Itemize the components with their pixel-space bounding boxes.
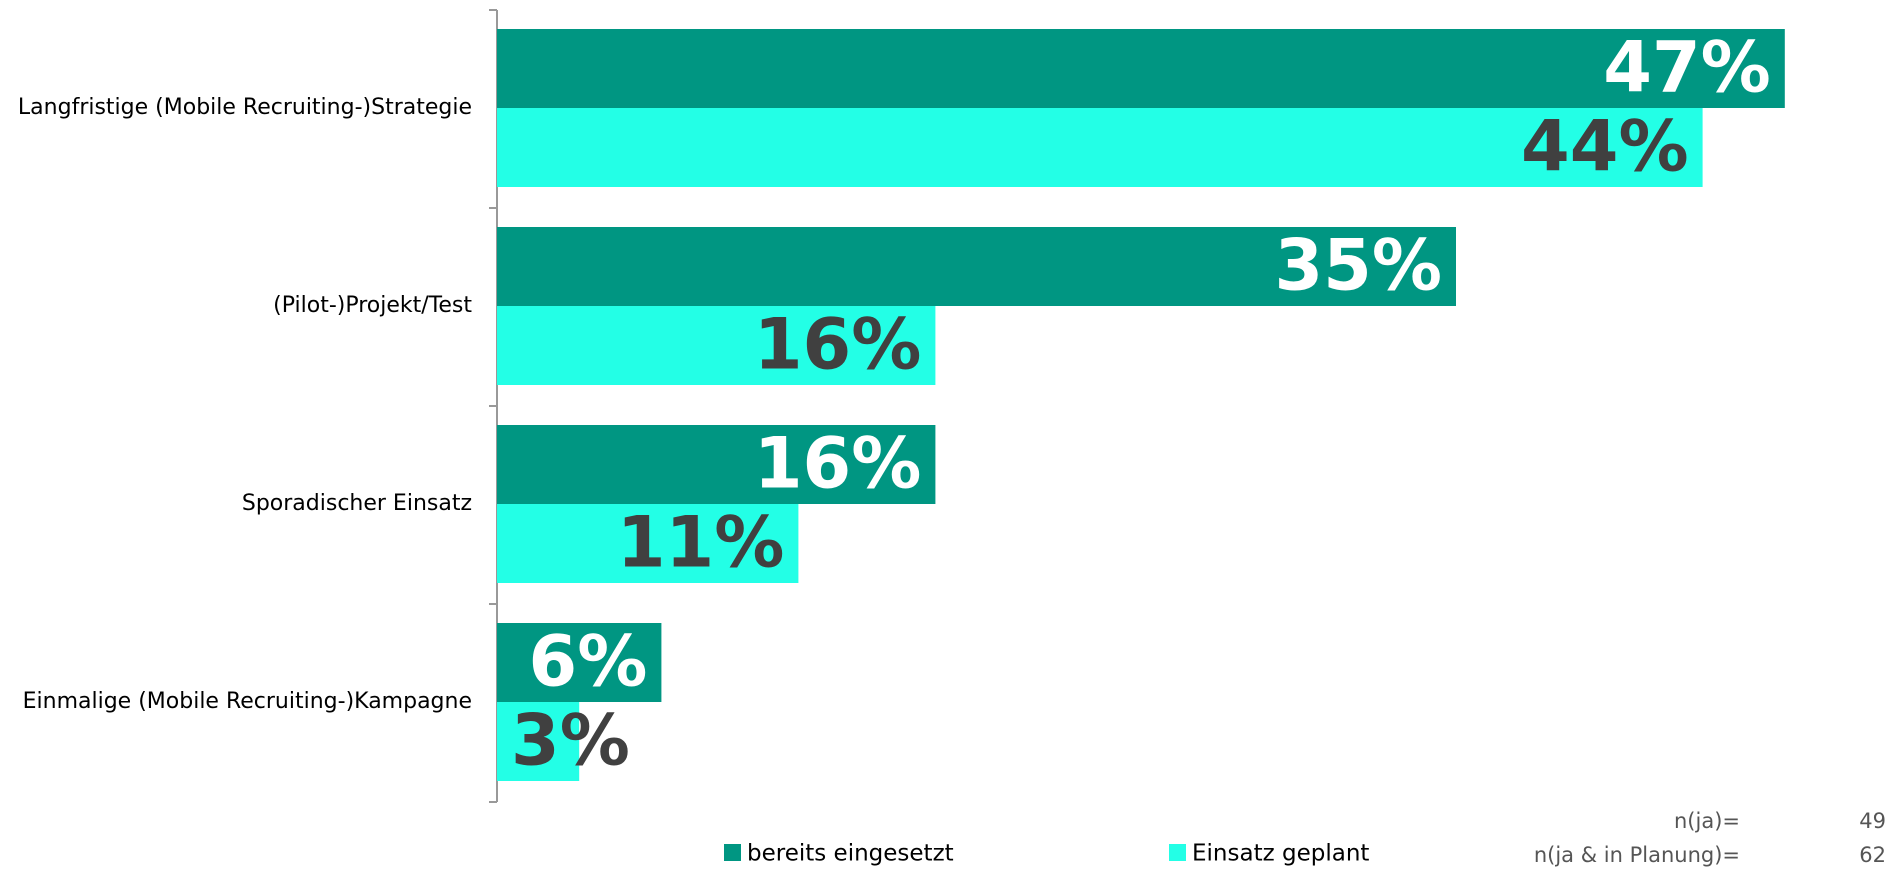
category-label: Einmalige (Mobile Recruiting-)Kampagne: [23, 689, 472, 714]
value-label: 16%: [754, 423, 922, 505]
note-value: 62: [1859, 843, 1886, 867]
value-label: 11%: [617, 502, 785, 584]
note-value: 49: [1859, 809, 1886, 833]
bar: [497, 623, 662, 702]
value-label: 16%: [754, 304, 922, 386]
value-label: 3%: [511, 700, 630, 782]
value-label: 47%: [1603, 27, 1771, 109]
legend-swatch: [724, 844, 741, 861]
category-label: Sporadischer Einsatz: [242, 491, 472, 516]
category-label: (Pilot-)Projekt/Test: [273, 293, 472, 318]
category-label: Langfristige (Mobile Recruiting-)Strateg…: [18, 95, 472, 120]
value-label: 44%: [1521, 106, 1689, 188]
value-label: 35%: [1274, 225, 1442, 307]
note-label: n(ja & in Planung)=: [1534, 843, 1740, 867]
bar: [497, 108, 1703, 187]
legend-label: Einsatz geplant: [1192, 841, 1369, 867]
bar: [497, 227, 1456, 306]
bar: [497, 425, 936, 504]
bar: [497, 306, 936, 385]
note-label: n(ja)=: [1674, 809, 1740, 833]
bar: [497, 504, 799, 583]
bar: [497, 702, 580, 781]
legend-label: bereits eingesetzt: [747, 841, 954, 867]
value-label: 6%: [529, 621, 648, 703]
bar: [497, 29, 1785, 108]
legend-swatch: [1169, 844, 1186, 861]
